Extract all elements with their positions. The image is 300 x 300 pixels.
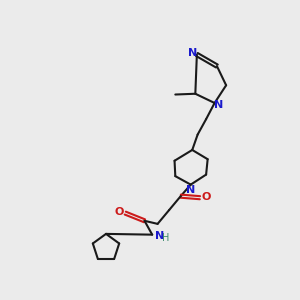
Text: O: O [114,207,124,217]
Text: N: N [214,100,223,110]
Text: N: N [155,231,164,241]
Text: N: N [188,48,198,58]
Text: H: H [162,233,170,243]
Text: N: N [186,185,195,195]
Text: O: O [201,192,211,202]
